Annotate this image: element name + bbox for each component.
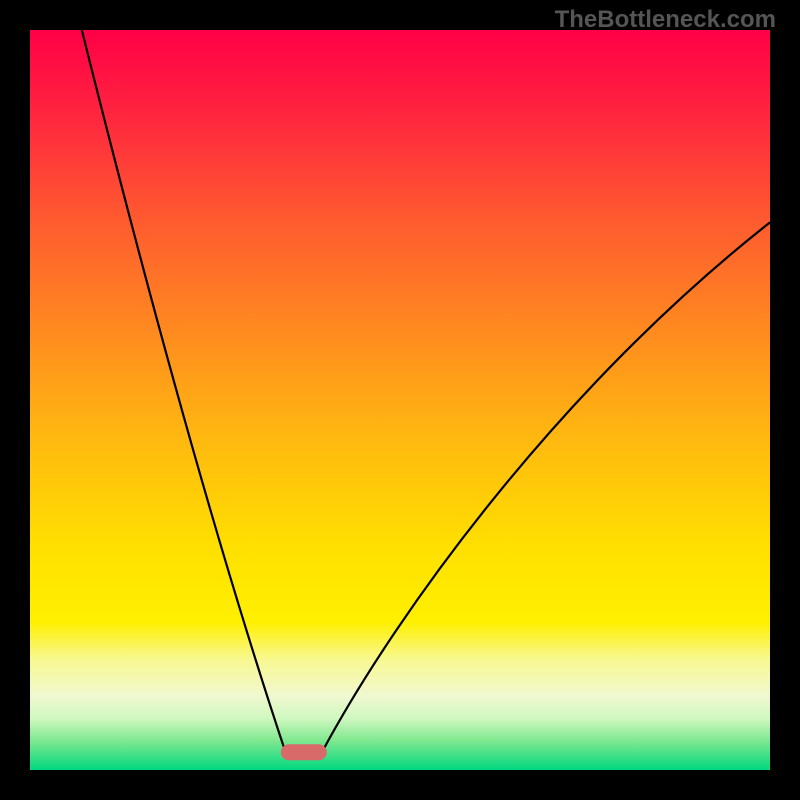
gradient-background xyxy=(30,30,770,770)
chart-container: TheBottleneck.com xyxy=(0,0,800,800)
watermark-text: TheBottleneck.com xyxy=(555,6,776,34)
optimal-range-marker xyxy=(281,744,327,760)
bottleneck-chart xyxy=(0,0,800,800)
